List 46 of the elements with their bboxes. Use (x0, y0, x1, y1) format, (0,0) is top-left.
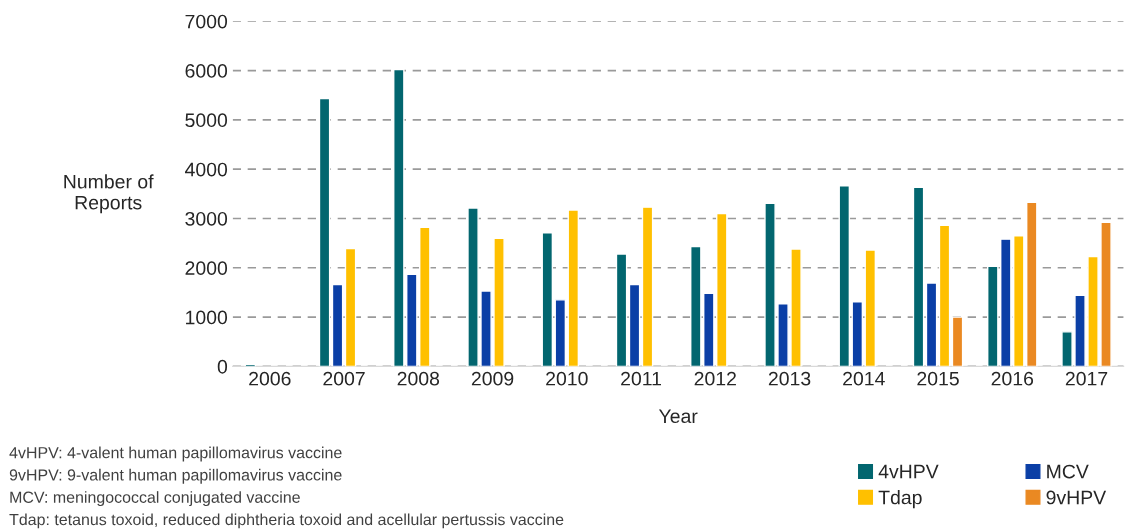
legend-label: 9vHPV (1046, 490, 1107, 505)
y-tick-label: 7000 (185, 14, 228, 29)
y-axis-title: Number of Reports (64, 174, 154, 214)
x-tick-label: 2012 (694, 371, 736, 386)
y-tick-label: 1000 (186, 310, 228, 325)
y-tick-label: 5000 (185, 113, 228, 128)
bar (318, 97, 331, 367)
y-tick-label: 6000 (185, 64, 228, 78)
legend-label: MCV (1047, 464, 1089, 479)
bar (925, 282, 938, 367)
bar (628, 283, 641, 367)
bar (938, 224, 951, 367)
bar (344, 247, 357, 367)
bar (838, 185, 851, 367)
x-tick-label: 2014 (843, 371, 885, 386)
legend-label: Tdap (878, 490, 922, 509)
x-tick-label: 2015 (917, 371, 959, 386)
bar (567, 209, 580, 367)
x-tick-label: 2013 (768, 371, 811, 386)
bar (331, 283, 344, 367)
y-tick-label: 0 (217, 359, 228, 374)
x-tick-label: 2008 (397, 371, 440, 386)
text: 4vHPV: 4-valent human papillomavirus vaccine (9, 446, 342, 462)
legend-label: 4vHPV (878, 464, 939, 479)
bar (615, 253, 628, 367)
x-tick-label: 2007 (323, 371, 365, 386)
x-tick-label: 2016 (991, 371, 1034, 386)
text: MCV: meningococcal conjugated vaccine (10, 491, 300, 507)
bar (851, 301, 864, 367)
y-tick-label: 3000 (185, 211, 228, 226)
y-tick-label: 4000 (185, 162, 228, 177)
bar (541, 232, 554, 367)
x-tick-label: 2017 (1065, 371, 1108, 386)
x-tick-label: 2009 (471, 371, 514, 386)
bar (951, 316, 964, 367)
bar (641, 206, 654, 367)
x-tick-label: 2010 (546, 371, 588, 386)
bar (864, 249, 877, 367)
x-axis-title: Year (658, 409, 698, 424)
x-tick-label: 2006 (249, 371, 291, 386)
bar (554, 299, 567, 367)
bar (912, 186, 925, 367)
y-tick-label: 2000 (185, 261, 228, 276)
x-tick-label: 2011 (621, 371, 661, 386)
text: Tdap: tetanus toxoid, reduced diphtheria toxoid and acellular pertussis vaccine (9, 513, 564, 529)
text: 9vHPV: 9-valent human papillomavirus vaccine (9, 468, 342, 484)
